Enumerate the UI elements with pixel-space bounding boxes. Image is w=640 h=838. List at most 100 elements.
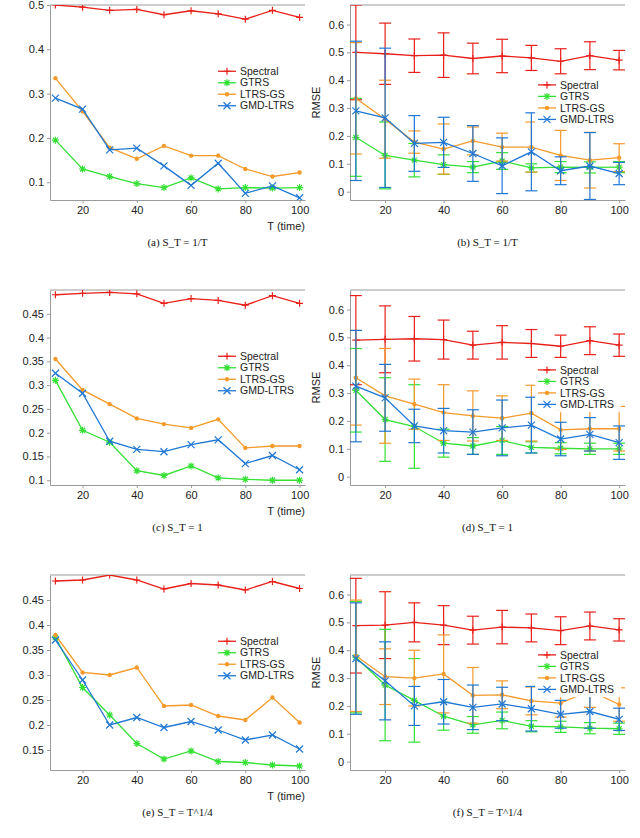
y-tick: 0.15 [23,450,50,462]
marker [106,7,113,14]
marker [52,137,59,144]
legend-label: GMD-LTRS [560,398,614,410]
legend-item: Spectral [538,649,599,661]
marker [296,746,303,753]
marker [411,619,418,626]
error-bar-cap [408,442,420,443]
data-point [52,137,59,144]
error-bar-cap [613,425,625,426]
y-tick-label: 0.2 [29,719,44,731]
marker [296,466,303,473]
y-tick: 0.1 [29,474,50,486]
y-tick-label: 0.2 [329,130,344,142]
marker [242,460,249,467]
error-bar [467,126,479,182]
data-point [135,665,139,669]
y-tick-label: 0.4 [329,359,344,371]
marker [133,714,140,721]
error-bar [438,117,450,167]
data-point [188,174,195,181]
data-point [160,448,167,455]
error-bar-cap [350,41,362,42]
legend-label: Spectral [560,364,599,376]
legend-label: Spectral [240,635,279,647]
marker [133,6,140,13]
marker [242,476,249,483]
legend: SpectralGTRSLTRS-GSGMD-LTRS [535,77,621,127]
y-tick: 0.1 [329,158,350,170]
y-tick-mark [347,80,350,81]
legend-item: Spectral [218,635,279,647]
data-point [586,708,593,715]
marker [52,377,59,384]
marker [544,366,551,373]
marker [160,586,167,593]
y-tick-mark [47,700,50,701]
data-point [469,150,476,157]
error-bar-cap [496,193,508,194]
error-bar [467,43,479,74]
marker [133,446,140,453]
y-tick-mark [47,433,50,434]
error-bar-cap [613,734,625,735]
error-bar-cap [584,639,596,640]
x-tick: 40 [438,200,450,216]
y-tick: 0.3 [329,387,350,399]
legend-label: LTRS-GS [240,88,285,100]
error-bar-cap [584,728,596,729]
plot-area [52,5,303,200]
marker [108,673,112,677]
legend-label: Spectral [560,79,599,91]
data-point [296,14,303,21]
panel-caption: (b) S_T = 1/T [457,236,518,249]
data-point [52,5,59,9]
error-bar-cap [525,452,537,453]
x-tick: 100 [291,200,309,216]
data-point [160,162,167,169]
error-bar-cap [525,190,537,191]
marker [79,5,86,11]
data-point [382,622,389,629]
legend-item: GMD-LTRS [218,384,294,396]
error-bar [496,400,508,456]
error-bar-cap [584,354,596,355]
marker [52,370,59,377]
error-bar-cap [438,77,450,78]
y-tick-label: 0.4 [29,332,44,344]
y-tick-label: 0.2 [329,415,344,427]
error-bar-cap [613,184,625,185]
marker [53,633,57,637]
data-point [80,670,84,674]
error-bar-cap [496,137,508,138]
marker [296,14,303,21]
y-axis: 00.10.20.30.40.50.6 [329,6,351,201]
x-tick-label: 40 [131,489,143,501]
y-tick-mark [347,762,350,763]
error-bar-cap [379,305,391,306]
y-tick: 0.45 [23,594,50,606]
error-bar [584,612,596,640]
marker [224,638,231,645]
error-bar-cap [613,333,625,334]
data-point [79,677,86,684]
error-bar-cap [584,326,596,327]
x-tick-label: 60 [497,489,509,501]
panel-caption: (e) S_T = T^1/4 [142,806,213,819]
marker [133,290,140,297]
x-tick-mark [191,485,192,488]
data-point [411,52,418,59]
y-tick: 0.4 [329,359,350,371]
y-tick-label: 0.2 [29,427,44,439]
data-point [616,439,623,446]
data-point [499,339,506,346]
error-bar-cap [350,578,362,579]
marker [135,157,139,161]
y-tick: 0.3 [29,379,50,391]
x-tick: 40 [131,770,143,786]
data-point [297,720,301,724]
panel-caption: (f) S_T = T^1/4 [453,806,523,819]
data-point [586,431,593,438]
error-bar-cap [379,740,391,741]
data-point [133,714,140,721]
y-tick: 0.15 [23,744,50,756]
